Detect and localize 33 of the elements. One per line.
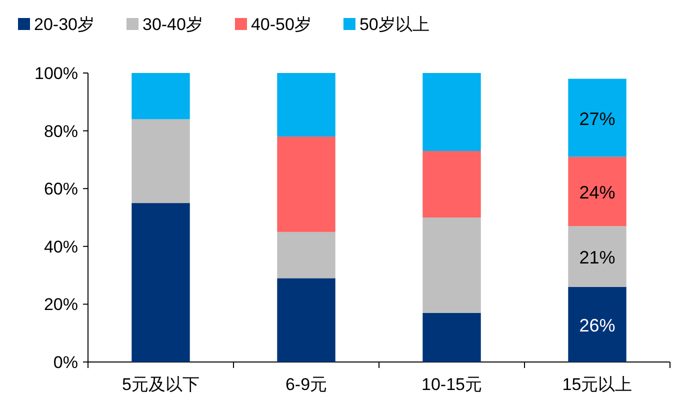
x-tick-label: 6-9元 [285, 375, 328, 394]
legend-label: 20-30岁 [34, 15, 94, 34]
bar [568, 78, 626, 157]
legend-label: 30-40岁 [142, 15, 203, 34]
bar [568, 286, 626, 362]
bar [277, 73, 336, 137]
y-tick-label: 0% [53, 353, 78, 372]
data-label: 27% [579, 108, 616, 129]
bar [132, 119, 190, 204]
x-tick-label: 15元以上 [562, 375, 632, 394]
x-tick-label: 5元及以下 [122, 375, 200, 394]
bar [422, 73, 481, 152]
data-label: 26% [579, 315, 616, 336]
data-label: 24% [579, 182, 616, 202]
bar [132, 203, 190, 362]
data-label: 21% [579, 248, 616, 268]
bar [568, 156, 626, 226]
y-tick-label: 40% [44, 237, 78, 256]
legend-label: 50岁以上 [359, 15, 430, 34]
bar [422, 151, 481, 218]
bar [277, 136, 336, 232]
bar [568, 226, 626, 287]
bar [132, 73, 190, 120]
legend-label: 40-50岁 [250, 15, 312, 34]
y-tick-label: 80% [44, 122, 78, 141]
bar [422, 312, 481, 362]
x-tick-label: 10-15元 [422, 375, 482, 394]
y-tick-label: 100% [34, 64, 78, 83]
bar [277, 278, 336, 362]
bar [422, 218, 481, 313]
bar [277, 232, 336, 278]
y-tick-label: 60% [44, 180, 78, 199]
y-tick-label: 20% [44, 295, 78, 314]
